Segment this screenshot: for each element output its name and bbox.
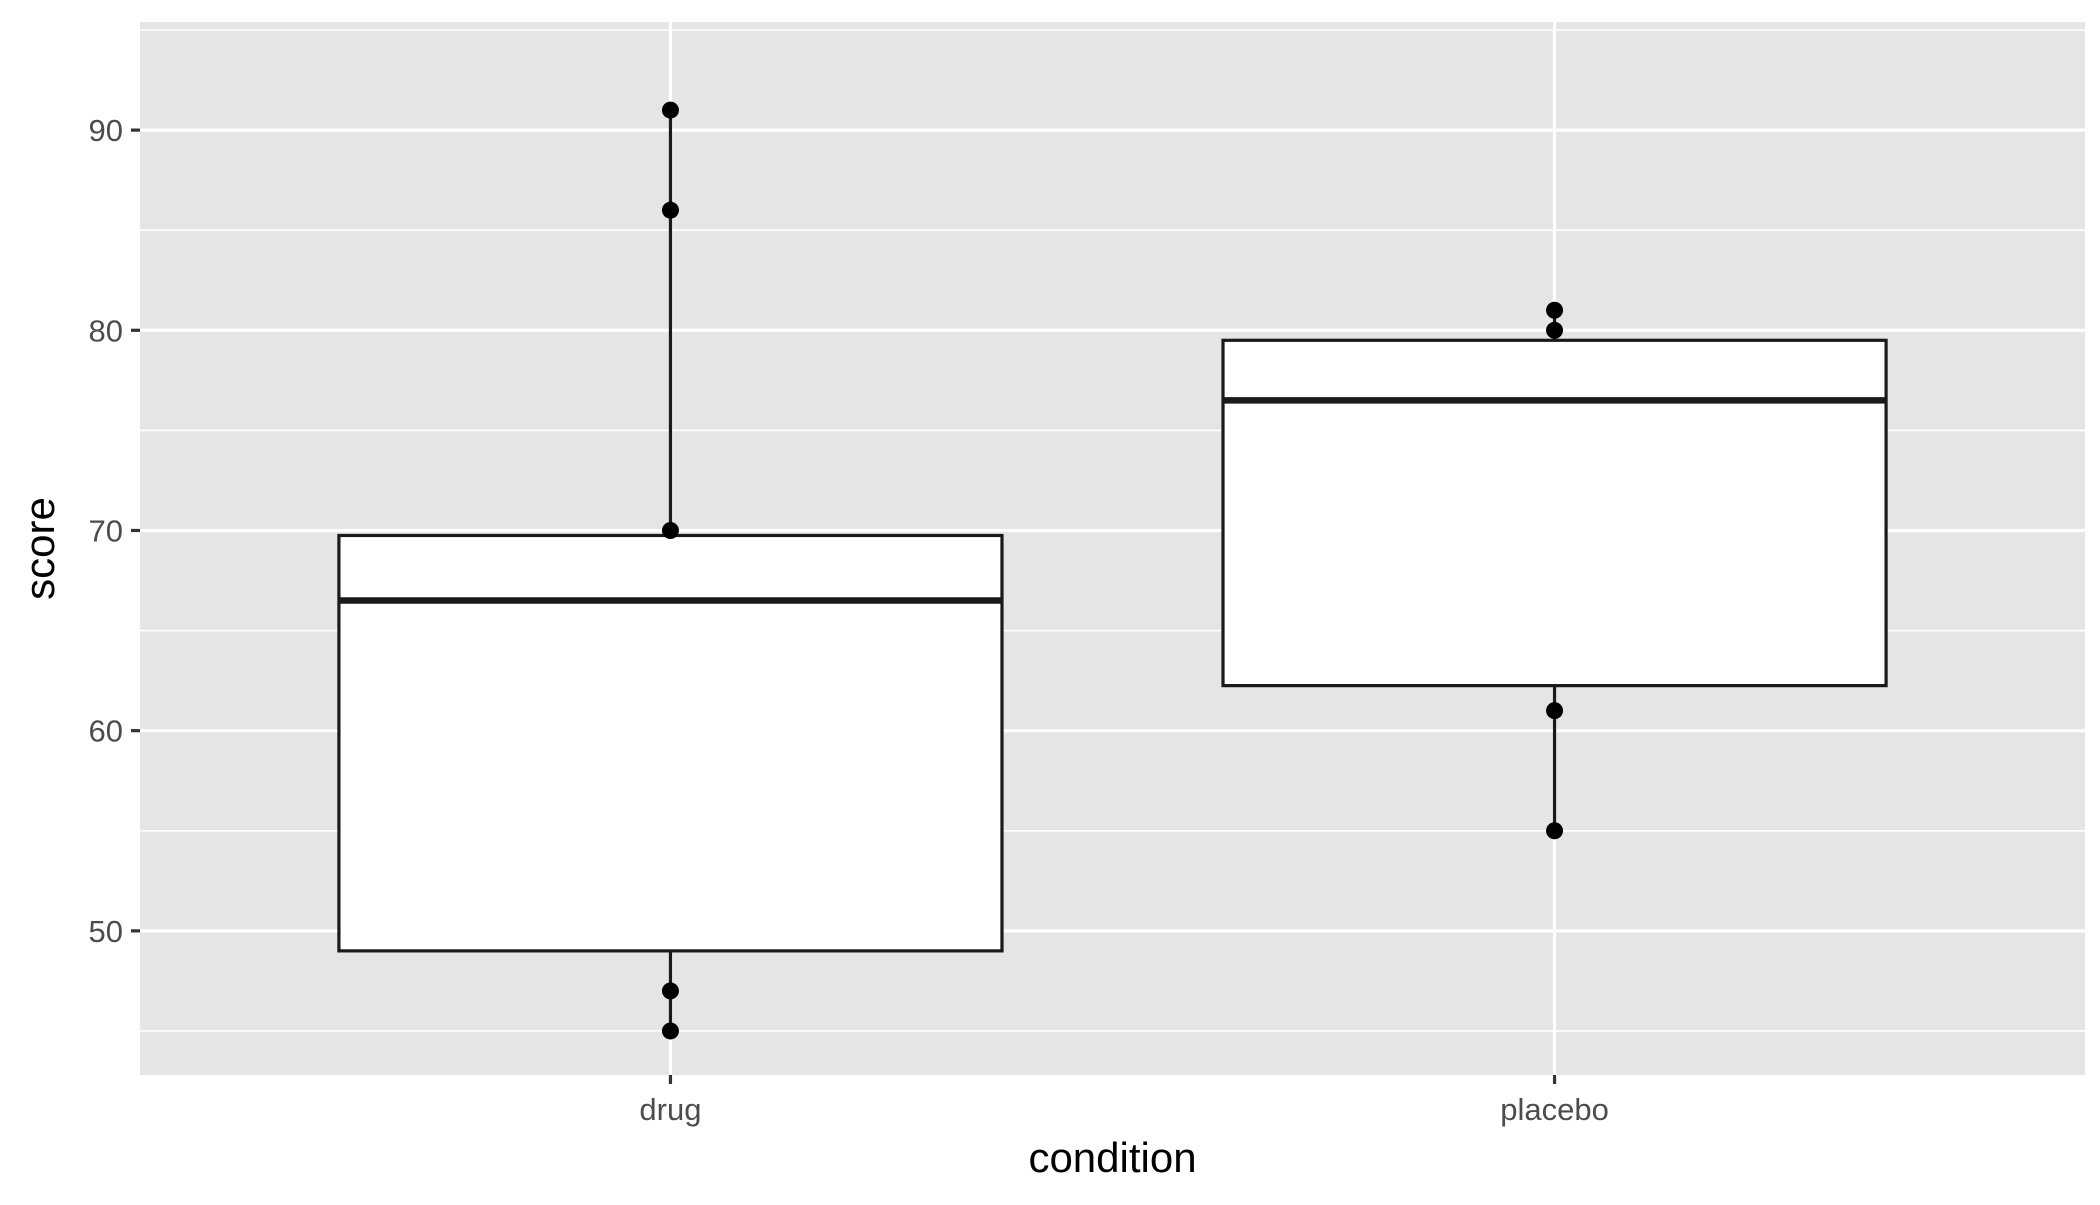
data-point (1546, 702, 1564, 720)
data-point (661, 982, 679, 1000)
data-point (661, 1022, 679, 1040)
data-point (661, 521, 679, 539)
x-tick-label: drug (639, 1092, 701, 1127)
y-tick-label: 80 (89, 313, 123, 348)
box-placebo (1221, 310, 1888, 831)
y-tick-label: 70 (89, 513, 123, 548)
data-point (661, 101, 679, 119)
data-point (1546, 301, 1564, 319)
y-tick-label: 50 (89, 914, 123, 949)
data-point (1546, 321, 1564, 339)
y-axis: 50 60 70 80 90 (89, 113, 140, 949)
x-tick-label: placebo (1500, 1092, 1609, 1127)
data-point (661, 201, 679, 219)
x-axis: drug placebo (639, 1075, 1609, 1127)
x-axis-title: condition (1028, 1134, 1196, 1181)
box-iqr (1221, 338, 1888, 688)
data-point (1546, 822, 1564, 840)
boxes-layer (337, 110, 1888, 1031)
points-layer (661, 101, 1564, 1040)
y-tick-label: 90 (89, 113, 123, 148)
y-axis-title: score (16, 497, 63, 600)
y-tick-label: 60 (89, 714, 123, 749)
